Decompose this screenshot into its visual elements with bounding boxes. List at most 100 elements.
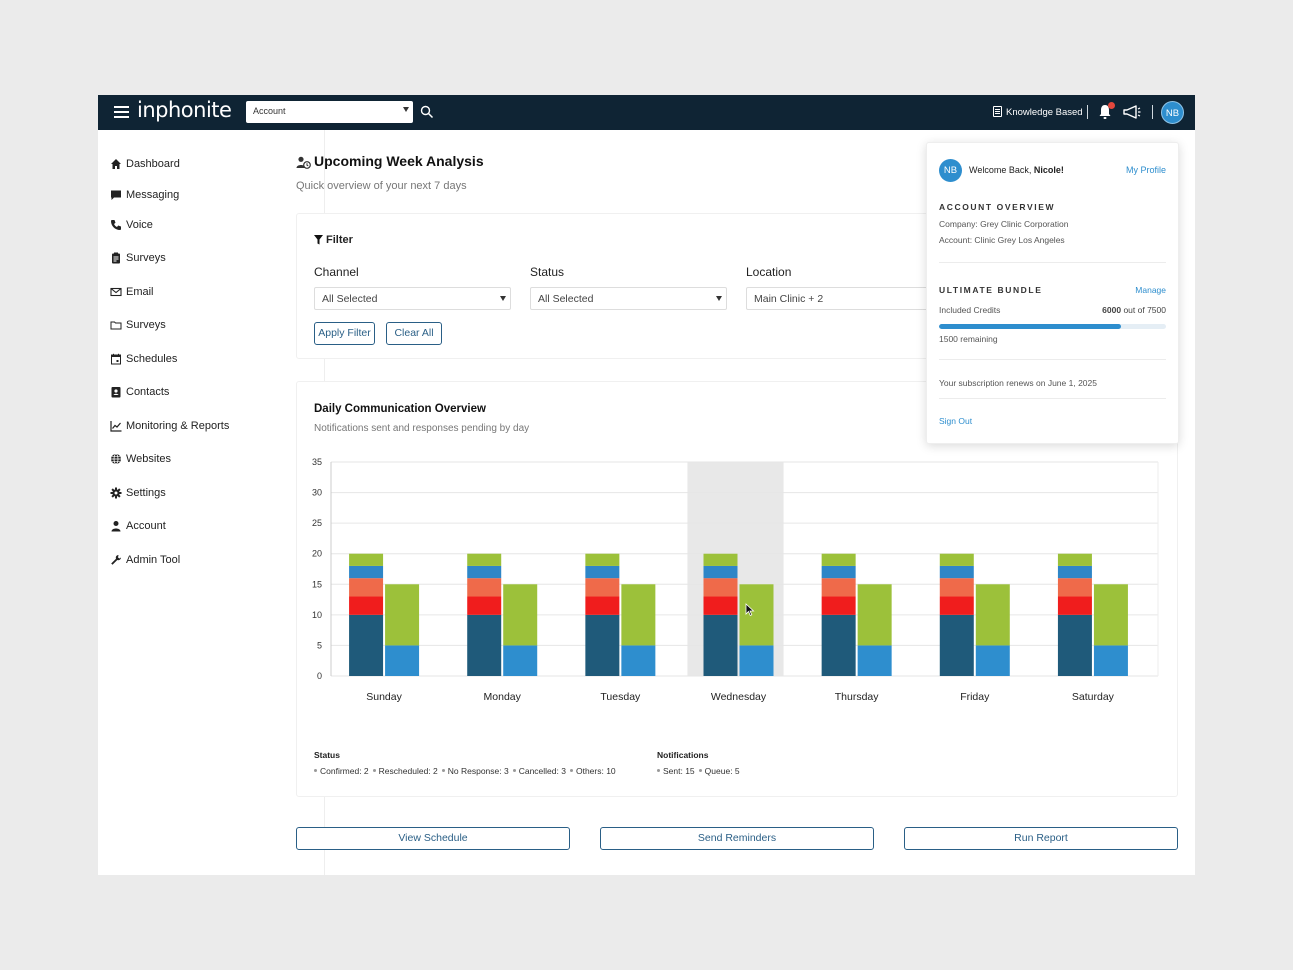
account-select[interactable]: Account [246, 101, 413, 123]
bullet-icon [657, 769, 660, 772]
sign-out-link[interactable]: Sign Out [939, 416, 973, 426]
y-tick-label: 15 [312, 579, 322, 589]
bar-segment [349, 578, 384, 597]
sidebar-item-account[interactable]: Account [110, 518, 166, 534]
chart-subtitle: Notifications sent and responses pending… [314, 423, 530, 434]
divider [1087, 105, 1088, 119]
bar-segment [821, 553, 856, 566]
sidebar-item-label: Messaging [126, 189, 180, 201]
megaphone-icon[interactable] [1122, 104, 1142, 120]
sidebar-item-email[interactable]: Email [110, 284, 154, 300]
gear-icon [110, 487, 122, 499]
channel-select[interactable]: All Selected [314, 287, 511, 310]
bar-segment [703, 596, 738, 615]
y-tick-label: 10 [312, 610, 322, 620]
send-reminders-button[interactable]: Send Reminders [600, 827, 874, 850]
sidebar-item-websites[interactable]: Websites [110, 451, 171, 467]
mouse-cursor-icon [745, 603, 755, 617]
divider [1152, 105, 1153, 119]
view-schedule-button[interactable]: View Schedule [296, 827, 570, 850]
sidebar-item-label: Email [126, 286, 154, 298]
hamburger-menu-icon[interactable] [114, 104, 129, 119]
channel-label: Channel [314, 265, 359, 279]
x-tick-label: Thursday [835, 691, 880, 703]
page-subtitle: Quick overview of your next 7 days [296, 180, 467, 192]
phone-icon [110, 219, 122, 231]
contact-card-icon [110, 386, 122, 398]
sidebar-item-surveys-folder[interactable]: Surveys [110, 317, 166, 333]
legend-notifications-title: Notifications [657, 750, 709, 760]
y-tick-label: 35 [312, 457, 322, 467]
app-window: inphonite Account Knowledge Based NB Das… [98, 95, 1195, 875]
bar-segment [703, 553, 738, 566]
search-icon[interactable] [420, 105, 434, 119]
y-tick-label: 30 [312, 488, 322, 498]
sidebar-item-schedules[interactable]: Schedules [110, 351, 177, 367]
sidebar-item-settings[interactable]: Settings [110, 485, 166, 501]
my-profile-link[interactable]: My Profile [1125, 165, 1166, 175]
bar-segment [939, 565, 974, 579]
knowledge-base-link[interactable]: Knowledge Based [993, 106, 1083, 118]
bullet-icon [512, 769, 516, 772]
sidebar-item-admin-tool[interactable]: Admin Tool [110, 552, 180, 568]
bar-segment [939, 578, 974, 597]
chat-icon [110, 189, 122, 201]
bar-segment [1093, 584, 1128, 646]
bar-segment [703, 565, 738, 579]
welcome-message: Welcome Back, Nicole! [969, 165, 1064, 175]
y-tick-label: 0 [317, 671, 322, 681]
legend-status-title: Status [314, 750, 340, 760]
top-bar: inphonite Account Knowledge Based NB [98, 95, 1195, 130]
run-report-button[interactable]: Run Report [904, 827, 1178, 850]
bullet-icon [569, 769, 573, 772]
account-select-value: Account [253, 106, 286, 116]
sidebar-item-dashboard[interactable]: Dashboard [110, 156, 180, 172]
bell-icon[interactable] [1098, 104, 1112, 120]
bullet-icon [372, 769, 376, 772]
bar-segment [585, 553, 620, 566]
sidebar-item-label: Voice [126, 219, 153, 231]
renewal-notice: Your subscription renews on June 1, 2025 [939, 378, 1097, 388]
sidebar-item-monitoring-reports[interactable]: Monitoring & Reports [110, 418, 229, 434]
user-avatar[interactable]: NB [1161, 101, 1184, 124]
stacked-bar-chart: 0 5 10 15 20 25 30 35 Sunday Monday Tuesday Wednesd… [312, 457, 1159, 703]
bar-segment [1093, 645, 1128, 676]
location-select[interactable]: Main Clinic + 2 [746, 287, 946, 310]
status-select[interactable]: All Selected [530, 287, 727, 310]
bar-segment [503, 584, 538, 646]
home-icon [110, 158, 122, 170]
legend-item: Queue: 5 [704, 766, 740, 776]
x-tick-label: Friday [960, 691, 990, 703]
y-tick-label: 25 [312, 518, 322, 528]
manage-link[interactable]: Manage [1135, 285, 1166, 295]
sidebar-item-voice[interactable]: Voice [110, 217, 153, 233]
x-tick-label: Saturday [1072, 691, 1115, 703]
bar-segment [467, 596, 502, 615]
bar-segment [385, 584, 420, 646]
divider [939, 359, 1166, 360]
location-select-value: Main Clinic + 2 [754, 293, 824, 305]
sidebar-item-surveys[interactable]: Surveys [110, 250, 166, 266]
x-tick-label: Tuesday [600, 691, 641, 703]
bar-segment [1057, 614, 1092, 676]
channel-select-value: All Selected [322, 293, 378, 305]
bar-segment [585, 578, 620, 597]
page-title: Upcoming Week Analysis [314, 153, 484, 169]
bar-segment [975, 645, 1010, 676]
credits-value: 6000 out of 7500 [1102, 305, 1166, 315]
sidebar-item-messaging[interactable]: Messaging [110, 187, 179, 203]
caret-down-icon [500, 296, 506, 301]
app-logo[interactable]: inphonite [137, 98, 232, 122]
bar-segment [703, 614, 738, 676]
location-label: Location [746, 265, 792, 279]
credits-total: out of 7500 [1121, 305, 1166, 315]
apply-filter-button[interactable]: Apply Filter [314, 322, 375, 345]
sidebar-item-contacts[interactable]: Contacts [110, 384, 169, 400]
bar-segment [821, 614, 856, 676]
legend-item: Others: 10 [575, 766, 616, 776]
clear-all-button[interactable]: Clear All [386, 322, 442, 345]
x-tick-label: Wednesday [711, 691, 767, 703]
knowledge-base-label: Knowledge Based [1006, 107, 1083, 118]
user-name: Nicole! [1033, 165, 1064, 175]
bar-segment [821, 596, 856, 615]
